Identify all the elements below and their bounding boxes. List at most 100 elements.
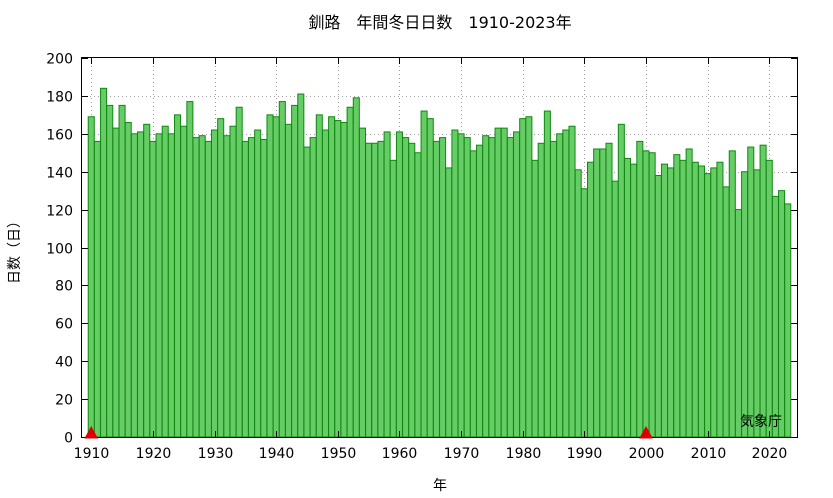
y-axis-title: 日数（日） xyxy=(7,214,23,284)
bar: 2022: 130 xyxy=(778,190,786,438)
x-tick-label: 1910 xyxy=(74,446,110,462)
bar: 1920: 156 xyxy=(149,140,157,438)
bar: 2021: 127 xyxy=(771,195,779,438)
y-tick-label: 100 xyxy=(46,242,73,258)
bar: 1990: 131 xyxy=(580,188,588,438)
bar: 1926: 177 xyxy=(186,101,194,438)
bar: 1964: 172 xyxy=(420,110,428,438)
bar: 1936: 158 xyxy=(247,137,256,438)
bar: 1965: 168 xyxy=(426,118,434,438)
bar: 1922: 164 xyxy=(161,125,169,438)
x-tick-label: 1940 xyxy=(259,446,295,462)
bar: 1959: 146 xyxy=(389,159,397,438)
bar: 2010: 139 xyxy=(704,173,712,438)
bar: 1958: 161 xyxy=(383,131,391,438)
bar: 1963: 150 xyxy=(414,152,422,438)
bar: 1951: 166 xyxy=(340,121,348,438)
bar: 1956: 155 xyxy=(371,142,379,438)
marker-triangle-icon xyxy=(84,425,99,439)
bar: 1996: 165 xyxy=(617,123,625,438)
bar: 1962: 155 xyxy=(408,142,416,438)
bar: 1961: 158 xyxy=(402,137,410,438)
y-tick-label: 120 xyxy=(46,204,73,220)
bar: 1948: 162 xyxy=(321,129,329,438)
bar: 1995: 135 xyxy=(611,180,619,438)
bar: 1927: 158 xyxy=(192,137,200,438)
bar: 1946: 158 xyxy=(309,137,317,438)
y-tick-label: 160 xyxy=(46,128,73,144)
x-tick-label: 2010 xyxy=(691,446,727,462)
bar: 1940: 169 xyxy=(272,116,280,438)
x-tick-label: 1930 xyxy=(198,446,234,462)
bar: 2012: 145 xyxy=(716,161,724,438)
bar: 1945: 153 xyxy=(303,146,311,438)
x-tick-label: 1960 xyxy=(382,446,418,462)
bar-series: 1910: 1691911: 1561912: 1841913: 1751914… xyxy=(87,87,792,438)
y-tick-label: 60 xyxy=(55,317,73,333)
bar: 1982: 146 xyxy=(531,159,539,438)
bar: 1925: 164 xyxy=(180,125,188,438)
bar: 2016: 140 xyxy=(741,171,749,438)
source-label: 気象庁 xyxy=(740,414,782,430)
plot-frame xyxy=(81,57,798,438)
bar: 1919: 165 xyxy=(143,123,151,438)
bar: 1939: 170 xyxy=(266,114,274,438)
bar: 1971: 158 xyxy=(463,137,471,438)
x-tick-label: 1970 xyxy=(444,446,480,462)
bar: 1914: 163 xyxy=(112,127,120,438)
bar: 1921: 160 xyxy=(155,133,163,438)
bar: 1947: 170 xyxy=(315,114,323,438)
y-tick-label: 180 xyxy=(46,90,73,106)
bar: 1994: 155 xyxy=(605,142,613,438)
bar: 1918: 161 xyxy=(137,131,145,438)
bar: 1986: 160 xyxy=(556,133,564,438)
bar: 2011: 142 xyxy=(710,167,718,438)
y-tick-label: 200 xyxy=(46,52,73,68)
bar: 1932: 159 xyxy=(223,135,231,438)
bar: 1928: 159 xyxy=(198,135,206,438)
bar: 2006: 146 xyxy=(679,159,687,438)
bar: 1934: 174 xyxy=(235,106,243,438)
bar: 2003: 144 xyxy=(660,163,669,438)
x-tick-label: 1990 xyxy=(567,446,603,462)
bar: 1998: 144 xyxy=(630,163,638,438)
x-tick-label: 2020 xyxy=(752,446,788,462)
y-tick-label: 0 xyxy=(64,431,73,447)
bar: 2002: 138 xyxy=(654,174,662,438)
bar: 1984: 172 xyxy=(543,110,551,438)
x-tick-label: 1980 xyxy=(506,446,542,462)
bar: 1991: 145 xyxy=(586,161,595,438)
bar: 1985: 156 xyxy=(550,140,558,438)
bar: 1929: 156 xyxy=(204,140,212,438)
bar: 2009: 143 xyxy=(697,165,705,438)
bar: 1949: 169 xyxy=(328,116,336,438)
bar: 2008: 145 xyxy=(691,161,699,438)
y-tick-label: 80 xyxy=(55,279,73,295)
bar: 1968: 142 xyxy=(445,167,453,438)
bar: 2020: 146 xyxy=(765,159,773,438)
bar: 1993: 152 xyxy=(599,148,607,438)
bar: 2023: 123 xyxy=(784,203,792,438)
bar: 1917: 160 xyxy=(130,133,138,438)
x-tick-label: 1920 xyxy=(136,446,172,462)
bar: 1966: 156 xyxy=(432,140,440,438)
bar: 1976: 163 xyxy=(494,127,502,438)
bar: 1935: 156 xyxy=(241,140,249,438)
bar: 1957: 156 xyxy=(377,140,385,438)
bar: 2007: 152 xyxy=(685,148,693,438)
bar: 1974: 159 xyxy=(482,135,490,438)
y-tick-label: 20 xyxy=(55,393,73,409)
bar: 1970: 160 xyxy=(457,133,465,438)
bar: 1967: 158 xyxy=(439,137,447,438)
bar: 1979: 161 xyxy=(513,131,521,438)
bar: 1973: 154 xyxy=(476,144,484,438)
bar: 2017: 153 xyxy=(747,146,755,438)
bar: 1942: 165 xyxy=(284,123,293,438)
bar: 1916: 166 xyxy=(124,121,132,438)
bar: 2004: 142 xyxy=(667,167,675,438)
